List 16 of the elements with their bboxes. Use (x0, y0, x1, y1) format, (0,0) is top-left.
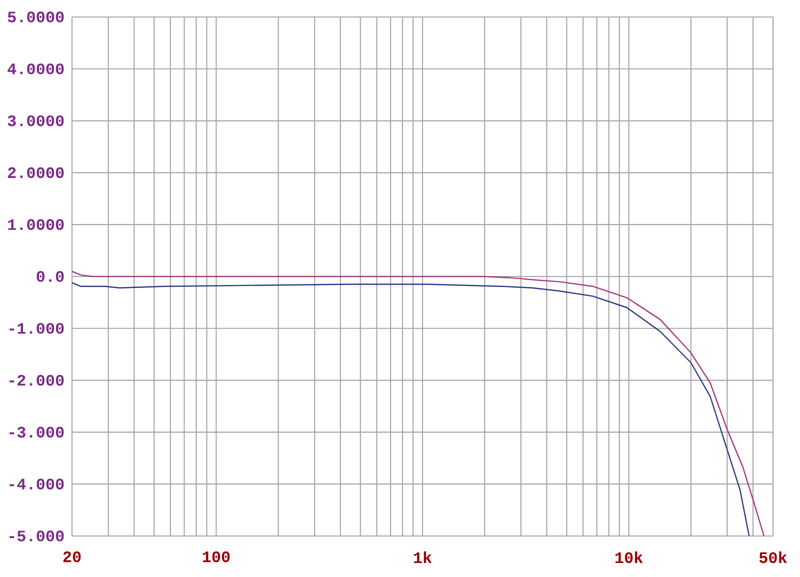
y-tick-label: 5.0000 (8, 12, 64, 22)
y-tick-label: 2.0000 (8, 167, 64, 178)
y-tick-label: -1.000 (10, 322, 64, 334)
x-tick-label: 20 (63, 551, 81, 562)
y-tick-label: 4.0000 (8, 63, 64, 74)
x-tick-label: 1k (414, 551, 432, 563)
x-tick-label: 100 (202, 551, 230, 562)
y-tick-label: -4.000 (10, 478, 64, 490)
x-tick-label: 10k (615, 551, 643, 564)
x-tick-label: 50k (759, 551, 787, 564)
y-tick-label: -2.000 (10, 374, 64, 386)
y-tick-label: 1.0000 (8, 219, 64, 230)
y-tick-label: 3.0000 (8, 115, 64, 126)
y-tick-label: -5.000 (10, 530, 64, 542)
y-tick-label: -3.000 (10, 426, 64, 438)
y-tick-label: 0.0 (36, 271, 64, 282)
